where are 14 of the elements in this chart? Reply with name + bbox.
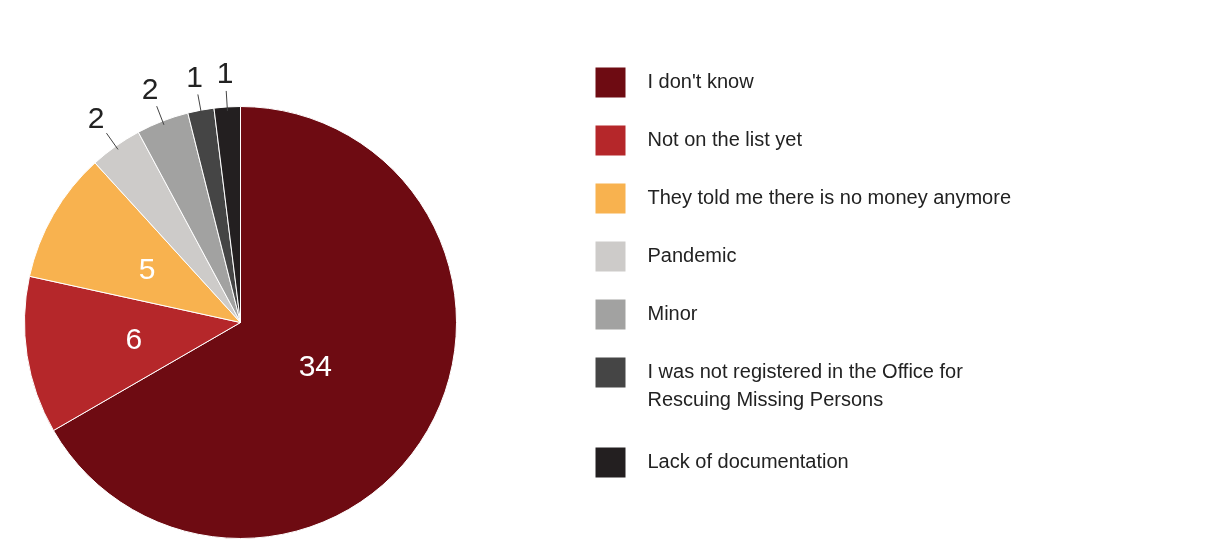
data-label: 2 — [141, 72, 159, 106]
data-label: 5 — [138, 251, 156, 285]
legend-label: I don't know — [647, 69, 755, 92]
data-label: 1 — [216, 55, 234, 89]
data-label: 2 — [87, 101, 105, 135]
legend-label: They told me there is no money anymore — [647, 185, 1012, 208]
legend-label: Not on the list yet — [647, 127, 803, 150]
data-label: 1 — [186, 59, 203, 93]
legend-label: Pandemic — [647, 243, 737, 266]
legend-label: I was not registered in the Office for Rescuing Missing Persons — [647, 359, 964, 411]
legend-label: Lack of documentation — [647, 449, 849, 472]
data-label: 6 — [125, 322, 143, 356]
data-label: 34 — [298, 348, 333, 382]
legend-label: Minor — [647, 301, 698, 324]
